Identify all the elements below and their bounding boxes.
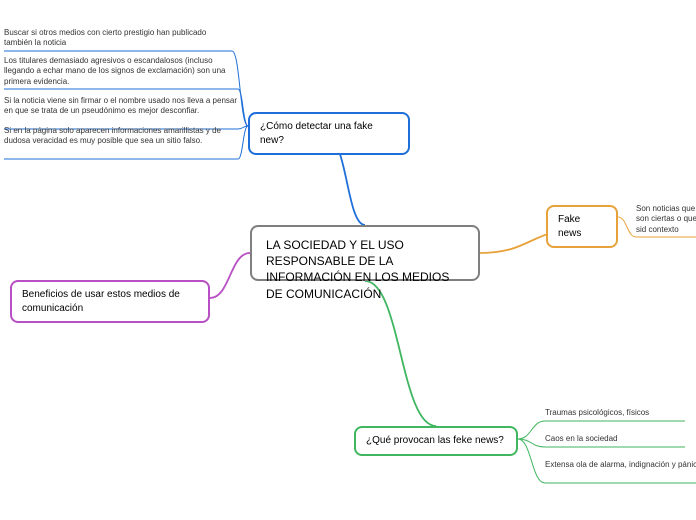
branch-detect-fake-news[interactable]: ¿Cómo detectar una fake new? <box>248 112 410 155</box>
leaf-detect-1: Los titulares demasiado agresivos o esca… <box>4 56 238 87</box>
leaf-detect-3: Si en la página solo aparecen informacio… <box>4 126 238 147</box>
leaf-detect-2: Si la noticia viene sin firmar o el nomb… <box>4 96 238 117</box>
central-node[interactable]: LA SOCIEDAD Y EL USO RESPONSABLE DE LA I… <box>250 225 480 281</box>
leaf-detect-0: Buscar si otros medios con cierto presti… <box>4 28 232 49</box>
leaf-provocan-2: Extensa ola de alarma, indignación y pán… <box>545 460 696 470</box>
leaf-provocan-0: Traumas psicológicos, físicos <box>545 408 685 418</box>
branch-provocan[interactable]: ¿Qué provocan las feke news? <box>354 426 518 456</box>
leaf-fakenews-0: Son noticias que no son ciertas o que ha… <box>636 204 696 235</box>
branch-beneficios[interactable]: Beneficios de usar estos medios de comun… <box>10 280 210 323</box>
branch-fake-news[interactable]: Fake news <box>546 205 618 248</box>
leaf-provocan-1: Caos en la sociedad <box>545 434 685 444</box>
